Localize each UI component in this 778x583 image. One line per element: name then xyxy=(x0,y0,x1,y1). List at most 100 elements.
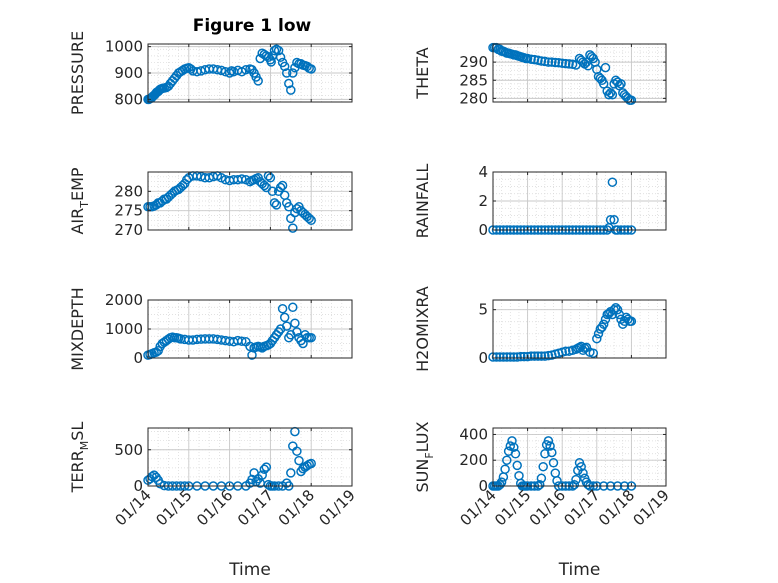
y-tick-label: 200 xyxy=(459,451,488,469)
subplot-rainfall: 0 2 4 RAINFALL xyxy=(413,163,667,239)
data-point xyxy=(583,479,593,490)
data-point xyxy=(279,312,290,323)
data-point xyxy=(604,90,614,100)
data-point xyxy=(153,346,163,356)
data-point xyxy=(550,57,561,68)
x-tick-label: 01/15 xyxy=(491,486,534,529)
data-point xyxy=(505,352,516,362)
data-point xyxy=(259,464,270,475)
data-point xyxy=(284,78,294,89)
data-point xyxy=(588,348,599,358)
x-axis-label: Time xyxy=(228,560,271,580)
data-point xyxy=(557,58,567,68)
data-point xyxy=(612,304,623,315)
data-point xyxy=(259,180,270,191)
data-point xyxy=(529,351,540,361)
data-point xyxy=(564,59,574,69)
data-point xyxy=(288,223,298,233)
data-point xyxy=(275,52,286,62)
y-tick-label: 0 xyxy=(478,349,488,367)
data-point xyxy=(263,479,274,490)
x-tick-label: 01/17 xyxy=(234,486,277,529)
data-point xyxy=(502,455,512,465)
y-tick-label: 1000 xyxy=(105,320,143,338)
data-point xyxy=(540,56,550,67)
x-tick-label: 01/19 xyxy=(316,486,359,529)
subplot-sun-flux: 020040001/1401/1501/1601/1701/1801/19Tim… xyxy=(413,421,673,580)
data-point xyxy=(607,177,618,187)
y-tick-label: 0 xyxy=(478,221,488,239)
data-point xyxy=(547,57,557,67)
x-tick-label: 01/18 xyxy=(275,486,318,529)
data-point xyxy=(598,319,609,329)
x-tick-label: 01/15 xyxy=(152,486,195,529)
y-axis-label: H2OMIXRA xyxy=(413,286,432,372)
data-point xyxy=(253,76,263,86)
data-point xyxy=(543,350,554,361)
data-point xyxy=(263,52,274,62)
data-point xyxy=(507,436,517,446)
data-point xyxy=(512,460,522,471)
y-tick-label: 900 xyxy=(114,64,143,82)
y-tick-label: 2 xyxy=(478,192,488,210)
data-point xyxy=(271,44,282,55)
data-point xyxy=(571,474,581,485)
y-axis-label: THETA xyxy=(413,47,432,99)
data-point xyxy=(292,327,302,337)
data-point xyxy=(266,57,276,67)
data-point xyxy=(273,45,284,56)
y-tick-label: 290 xyxy=(459,53,488,71)
data-point xyxy=(515,351,526,362)
data-point xyxy=(281,321,292,331)
y-tick-label: 800 xyxy=(114,90,143,108)
axes-frame xyxy=(147,427,353,487)
y-tick-label: 5 xyxy=(478,301,488,319)
data-point xyxy=(304,213,314,224)
data-point xyxy=(498,352,509,362)
data-point xyxy=(576,461,586,472)
subplot-terr-msl: 050001/1401/1501/1601/1701/1801/19TimeTE… xyxy=(68,422,359,580)
axes-frame xyxy=(492,427,667,487)
data-point xyxy=(288,68,298,78)
data-point xyxy=(216,65,227,76)
data-point xyxy=(522,53,533,64)
data-point xyxy=(237,174,247,184)
data-point xyxy=(543,436,554,446)
data-point xyxy=(552,476,562,486)
data-point xyxy=(529,54,540,65)
data-point xyxy=(510,449,521,459)
data-point xyxy=(600,62,611,73)
data-point xyxy=(261,462,272,472)
data-point xyxy=(288,302,298,313)
x-tick-label: 01/16 xyxy=(193,486,236,529)
data-point xyxy=(605,215,616,225)
data-point xyxy=(286,468,296,478)
data-point xyxy=(626,95,637,105)
data-point xyxy=(526,54,536,64)
x-tick-label: 01/16 xyxy=(526,486,569,529)
y-tick-label: 0 xyxy=(478,477,488,495)
data-point xyxy=(290,318,300,328)
data-point xyxy=(560,58,571,69)
axes-frame xyxy=(492,299,667,359)
data-point xyxy=(540,351,550,361)
data-point xyxy=(609,215,619,225)
data-point xyxy=(569,479,580,490)
data-point xyxy=(237,336,247,346)
subplot-mixdepth: 0 1000 2000 MIXDEPTH xyxy=(68,287,353,371)
data-point xyxy=(578,468,588,478)
x-tick-label: 01/19 xyxy=(630,486,673,529)
data-point xyxy=(286,85,296,95)
y-tick-label: 500 xyxy=(114,441,143,459)
x-axis-label: Time xyxy=(558,560,601,580)
axes-frame xyxy=(147,171,353,231)
y-axis-label: AIRTEMP xyxy=(68,167,91,234)
axes-frame xyxy=(492,43,667,103)
data-point xyxy=(534,479,545,490)
data-point xyxy=(560,346,571,356)
data-point xyxy=(583,61,593,71)
y-tick-label: 280 xyxy=(114,182,143,200)
y-tick-label: 0 xyxy=(133,349,143,367)
